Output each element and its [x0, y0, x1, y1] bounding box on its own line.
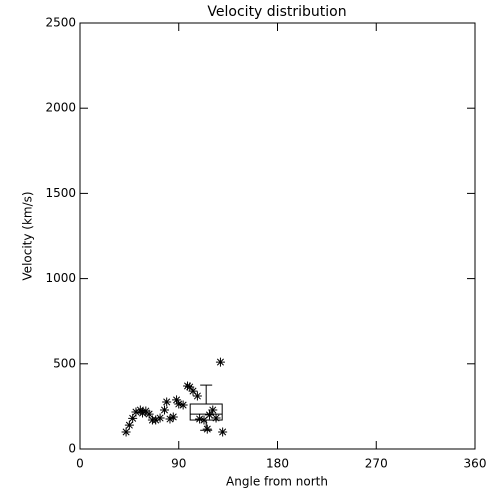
box-body [189, 403, 223, 421]
data-point [124, 420, 134, 430]
chart-title: Velocity distribution [207, 4, 346, 20]
data-point [159, 405, 169, 415]
data-point [183, 381, 193, 391]
data-point [131, 407, 141, 417]
x-tick-label: 90 [171, 457, 186, 471]
data-point [155, 413, 165, 423]
plot-frame [79, 22, 476, 450]
y-tick-label: 0 [68, 442, 76, 456]
data-point [168, 412, 178, 422]
data-point [188, 386, 198, 396]
y-tick-label: 2000 [45, 101, 76, 115]
data-point [151, 415, 161, 425]
y-tick-label: 500 [53, 356, 76, 370]
data-point [204, 410, 214, 420]
data-point [211, 413, 221, 423]
data-point [144, 409, 154, 419]
data-point [192, 391, 202, 401]
data-point [218, 427, 228, 437]
data-point [202, 424, 212, 434]
y-tick-label: 1500 [45, 186, 76, 200]
data-point [208, 405, 218, 415]
x-tick-label: 0 [76, 457, 84, 471]
x-tick-label: 180 [266, 457, 289, 471]
data-point [174, 399, 184, 409]
data-point [121, 427, 131, 437]
data-point [165, 414, 175, 424]
x-tick-label: 270 [365, 457, 388, 471]
data-point [162, 397, 172, 407]
data-point [138, 408, 148, 418]
y-tick-label: 1000 [45, 271, 76, 285]
data-point [172, 395, 182, 405]
y-axis-label: Velocity (km/s) [21, 191, 35, 280]
data-point [128, 413, 138, 423]
x-axis-label: Angle from north [226, 475, 328, 489]
data-point [135, 405, 145, 415]
data-point [185, 382, 195, 392]
x-tick-label: 360 [464, 457, 487, 471]
data-point [215, 357, 225, 367]
y-tick-label: 2500 [45, 16, 76, 30]
data-point [195, 414, 205, 424]
data-point [178, 400, 188, 410]
